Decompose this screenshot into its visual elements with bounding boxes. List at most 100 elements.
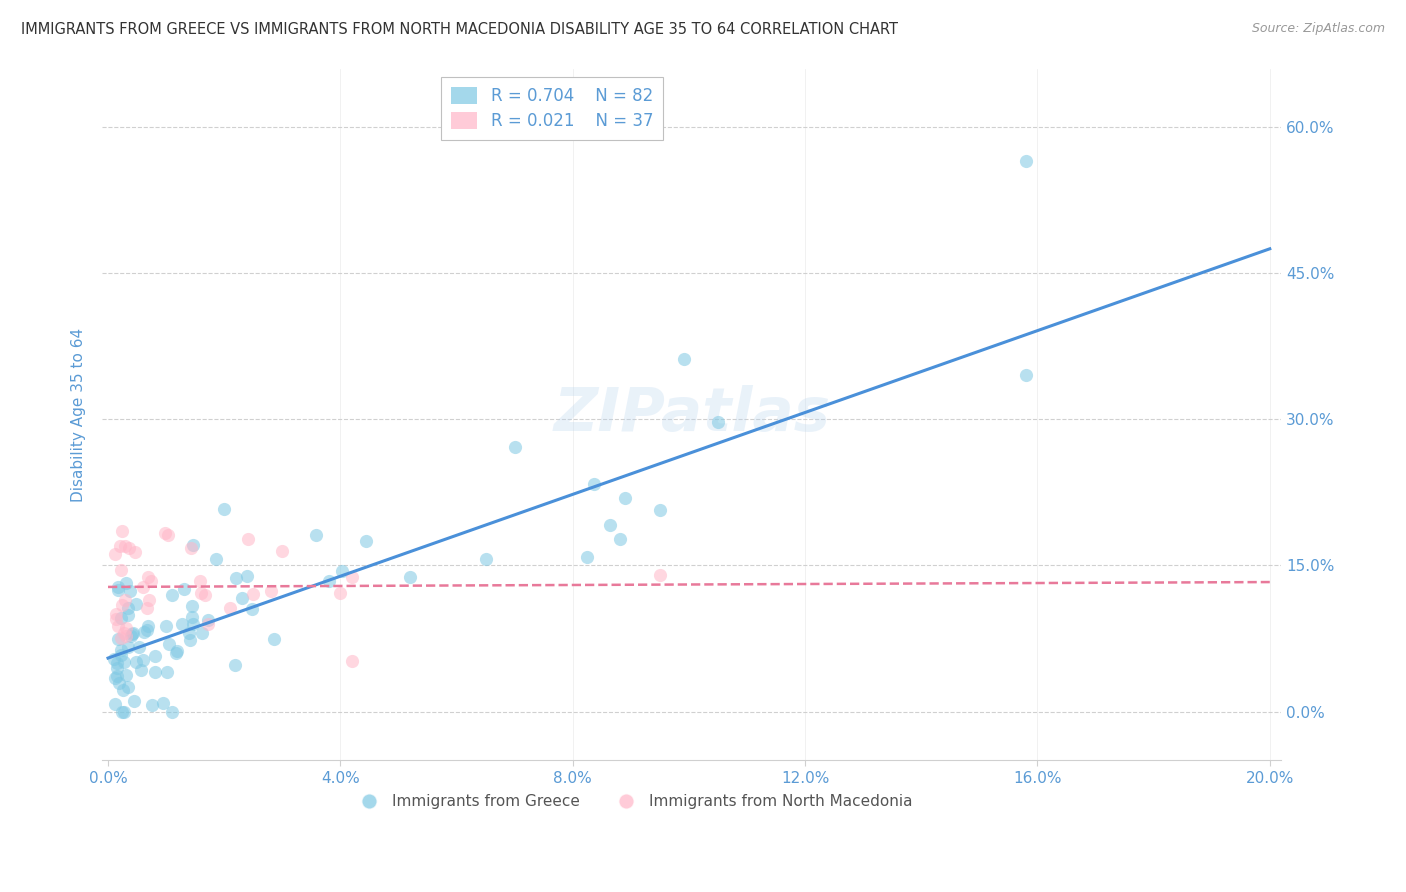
Point: [103, 652, 125, 666]
Point: [242, 587, 264, 601]
Point: [111, 705, 134, 719]
Point: [340, 569, 363, 583]
Point: [197, 616, 219, 631]
Point: [190, 586, 212, 600]
Point: [160, 705, 183, 719]
Text: IMMIGRANTS FROM GREECE VS IMMIGRANTS FROM NORTH MACEDONIA DISABILITY AGE 35 TO 6: IMMIGRANTS FROM GREECE VS IMMIGRANTS FRO…: [21, 22, 898, 37]
Point: [128, 640, 150, 654]
Point: [112, 626, 135, 640]
Point: [599, 517, 621, 532]
Point: [124, 544, 146, 558]
Point: [474, 552, 496, 566]
Point: [503, 440, 526, 454]
Point: [112, 705, 135, 719]
Point: [152, 696, 174, 710]
Point: [114, 667, 136, 681]
Point: [240, 602, 263, 616]
Point: [648, 568, 671, 582]
Point: [183, 538, 205, 552]
Point: [329, 585, 352, 599]
Point: [172, 617, 194, 632]
Point: [162, 588, 184, 602]
Point: [673, 351, 696, 366]
Point: [204, 551, 226, 566]
Point: [141, 698, 163, 712]
Point: [330, 564, 353, 578]
Point: [218, 600, 240, 615]
Point: [107, 619, 129, 633]
Point: [648, 503, 671, 517]
Point: [105, 612, 128, 626]
Y-axis label: Disability Age 35 to 64: Disability Age 35 to 64: [72, 327, 86, 501]
Point: [125, 597, 148, 611]
Point: [212, 502, 235, 516]
Point: [138, 570, 160, 584]
Point: [236, 569, 259, 583]
Point: [125, 655, 148, 669]
Point: [122, 626, 145, 640]
Point: [114, 593, 136, 607]
Point: [197, 613, 219, 627]
Point: [107, 580, 129, 594]
Point: [166, 644, 188, 658]
Point: [107, 582, 129, 597]
Point: [121, 627, 143, 641]
Point: [112, 655, 135, 669]
Point: [177, 625, 200, 640]
Point: [107, 669, 129, 683]
Point: [136, 619, 159, 633]
Point: [173, 582, 195, 596]
Point: [1015, 154, 1038, 169]
Point: [117, 608, 139, 623]
Text: Source: ZipAtlas.com: Source: ZipAtlas.com: [1251, 22, 1385, 36]
Point: [114, 539, 136, 553]
Point: [1015, 368, 1038, 382]
Point: [108, 539, 131, 553]
Point: [190, 574, 212, 588]
Point: [120, 583, 142, 598]
Point: [105, 661, 128, 675]
Point: [236, 532, 259, 546]
Point: [104, 607, 127, 621]
Point: [120, 628, 142, 642]
Point: [136, 623, 159, 637]
Point: [110, 631, 132, 645]
Point: [304, 528, 326, 542]
Point: [271, 544, 294, 558]
Point: [181, 616, 204, 631]
Point: [180, 541, 202, 555]
Point: [111, 682, 134, 697]
Point: [110, 642, 132, 657]
Point: [180, 610, 202, 624]
Point: [111, 598, 134, 612]
Point: [181, 599, 204, 613]
Point: [104, 547, 127, 561]
Point: [583, 476, 606, 491]
Point: [165, 646, 187, 660]
Point: [135, 601, 157, 615]
Point: [129, 663, 152, 677]
Point: [613, 491, 636, 505]
Text: ZIPatlas: ZIPatlas: [553, 385, 831, 444]
Legend: Immigrants from Greece, Immigrants from North Macedonia: Immigrants from Greece, Immigrants from …: [347, 788, 918, 815]
Point: [132, 580, 155, 594]
Point: [115, 629, 138, 643]
Point: [231, 591, 253, 605]
Point: [194, 588, 217, 602]
Point: [117, 680, 139, 694]
Point: [143, 665, 166, 680]
Point: [356, 534, 378, 549]
Point: [707, 416, 730, 430]
Point: [157, 637, 180, 651]
Point: [609, 532, 631, 546]
Point: [115, 576, 138, 591]
Point: [138, 593, 160, 607]
Point: [115, 621, 138, 635]
Point: [107, 675, 129, 690]
Point: [318, 574, 340, 589]
Point: [155, 619, 177, 633]
Point: [111, 524, 134, 538]
Point: [157, 528, 180, 542]
Point: [190, 626, 212, 640]
Point: [225, 571, 247, 585]
